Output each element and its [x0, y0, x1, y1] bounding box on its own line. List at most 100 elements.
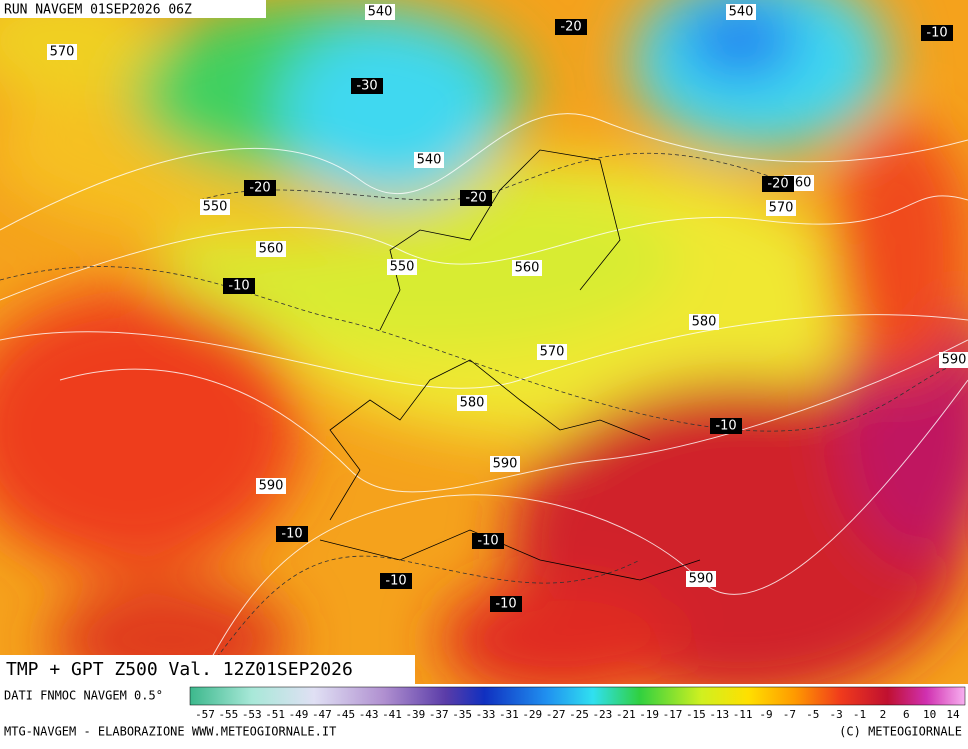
header-box [0, 0, 266, 18]
height-label: 540 [729, 5, 754, 20]
height-label: 570 [769, 201, 794, 216]
color-bar-tick: -11 [733, 708, 753, 721]
temperature-label-box [472, 533, 504, 549]
temperature-label-box [762, 176, 794, 192]
map-title: TMP + GPT Z500 Val. 12Z01SEP2026 [6, 659, 353, 680]
temperature-label-box [460, 190, 492, 206]
color-bar-tick: 2 [880, 708, 887, 721]
height-label-box [686, 571, 716, 587]
temperature-label: -20 [465, 191, 486, 206]
height-label: 570 [540, 345, 565, 360]
height-label: 540 [368, 5, 393, 20]
temperature-label-box [555, 19, 587, 35]
height-label-box [47, 44, 77, 60]
color-bar-tick: -43 [359, 708, 379, 721]
color-bar-tick: -23 [592, 708, 612, 721]
height-label-box [365, 4, 395, 20]
color-bar-tick: -37 [429, 708, 449, 721]
color-bar-tick: -49 [289, 708, 309, 721]
color-bar-tick: -15 [686, 708, 706, 721]
height-label-box [689, 314, 719, 330]
color-bar-tick: -1 [853, 708, 866, 721]
height-label-box [939, 352, 968, 368]
title-box [0, 655, 415, 684]
temperature-label: -10 [385, 574, 406, 589]
color-bar-tick: -3 [830, 708, 843, 721]
height-label-box [490, 456, 520, 472]
footer-right: (C) METEOGIORNALE [839, 725, 962, 739]
temperature-label: -20 [767, 177, 788, 192]
color-bar-tick: 6 [903, 708, 910, 721]
height-label: 590 [942, 353, 967, 368]
temperature-label-box [351, 78, 383, 94]
height-label: 560 [515, 261, 540, 276]
color-bar-tick: 10 [923, 708, 936, 721]
color-bar-tick: -55 [218, 708, 238, 721]
color-bar-tick: -39 [405, 708, 425, 721]
height-label-box [256, 478, 286, 494]
height-label-box [414, 152, 444, 168]
temperature-label-box [490, 596, 522, 612]
height-label: 590 [689, 572, 714, 587]
color-bar-tick: -19 [639, 708, 659, 721]
temperature-label: -10 [477, 534, 498, 549]
height-label: 580 [460, 396, 485, 411]
color-bar-tick: -51 [265, 708, 285, 721]
temperature-label-box [223, 278, 255, 294]
color-bar-tick: -45 [335, 708, 355, 721]
temperature-label: -10 [715, 419, 736, 434]
color-bar-tick: -21 [616, 708, 636, 721]
temperature-label: -20 [249, 181, 270, 196]
height-label: 560 [259, 242, 284, 257]
temperature-label: -30 [356, 79, 377, 94]
color-bar-tick: -17 [663, 708, 683, 721]
height-label: 570 [50, 45, 75, 60]
height-label: 540 [417, 153, 442, 168]
height-label-box [537, 344, 567, 360]
temperature-label-box [244, 180, 276, 196]
color-bar-tick: -35 [452, 708, 472, 721]
height-label-box [726, 4, 756, 20]
color-bar [189, 686, 966, 706]
color-bar-tick: -27 [546, 708, 566, 721]
height-label-box [200, 199, 230, 215]
temperature-label-box [710, 418, 742, 434]
temperature-label: -10 [495, 597, 516, 612]
legend-source: DATI FNMOC NAVGEM 0.5° [4, 689, 163, 703]
height-label: 590 [259, 479, 284, 494]
color-bar-tick: -31 [499, 708, 519, 721]
height-label: 590 [493, 457, 518, 472]
color-bar-tick: -57 [195, 708, 215, 721]
temperature-label-box [380, 573, 412, 589]
temperature-label: -10 [926, 26, 947, 41]
temperature-label: -10 [228, 279, 249, 294]
height-label-box [256, 241, 286, 257]
height-label-box [512, 260, 542, 276]
temperature-label: -20 [560, 20, 581, 35]
color-bar-tick: -47 [312, 708, 332, 721]
color-bar-tick: -33 [476, 708, 496, 721]
height-label: 550 [203, 200, 228, 215]
temperature-label-box [921, 25, 953, 41]
footer-left: MTG-NAVGEM - ELABORAZIONE WWW.METEOGIORN… [4, 725, 336, 739]
color-bar-tick: -7 [783, 708, 796, 721]
color-bar-tick: -5 [806, 708, 819, 721]
field [0, 0, 968, 684]
height-label-box [387, 259, 417, 275]
color-bar-tick: -13 [709, 708, 729, 721]
temperature-label-box [276, 526, 308, 542]
height-label-box [457, 395, 487, 411]
temperature-label: -10 [281, 527, 302, 542]
color-bar-tick: -29 [522, 708, 542, 721]
color-bar-tick: -41 [382, 708, 402, 721]
color-bar-tick: -25 [569, 708, 589, 721]
height-label-box [766, 200, 796, 216]
height-label: 550 [390, 260, 415, 275]
color-bar-tick: -53 [242, 708, 262, 721]
height-label: 580 [692, 315, 717, 330]
run-header: RUN NAVGEM 01SEP2026 06Z [4, 3, 192, 18]
color-bar-tick: -9 [759, 708, 772, 721]
color-bar-tick: 14 [946, 708, 960, 721]
